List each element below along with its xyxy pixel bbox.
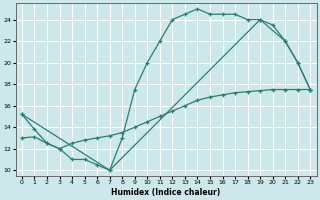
X-axis label: Humidex (Indice chaleur): Humidex (Indice chaleur)	[111, 188, 221, 197]
